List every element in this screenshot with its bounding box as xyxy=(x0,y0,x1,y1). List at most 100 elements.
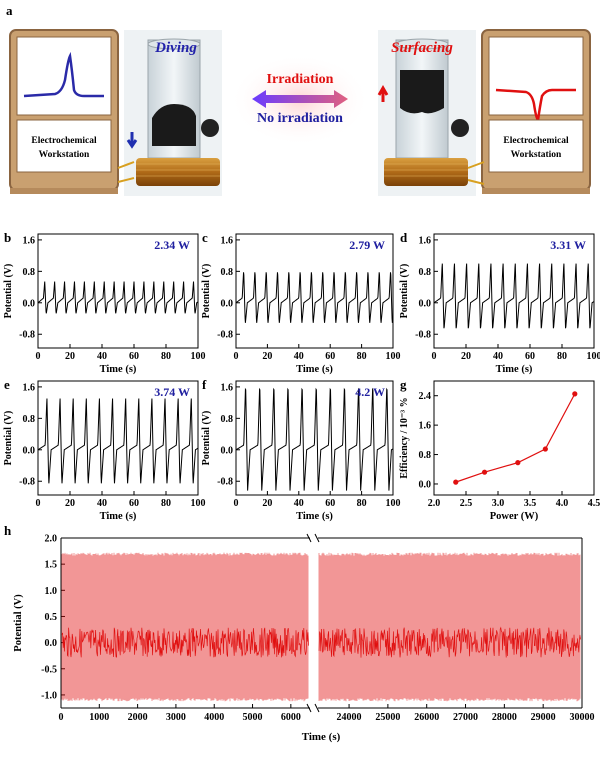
x-tick-label: 60 xyxy=(129,498,139,509)
potential-signal-envelope xyxy=(319,553,580,702)
no-irradiation-label: No irradiation xyxy=(257,111,343,126)
panel-letter: f xyxy=(202,377,207,392)
efficiency-point xyxy=(482,470,487,475)
x-tick-label: 80 xyxy=(557,351,567,362)
y-tick-label: 0.0 xyxy=(419,479,432,490)
x-tick-label: 60 xyxy=(525,351,535,362)
x-tick-label: 6000 xyxy=(281,712,301,723)
x-tick-label: 4.5 xyxy=(588,498,600,509)
power-label: 2.34 W xyxy=(154,238,190,252)
y-tick-label: 2.0 xyxy=(45,534,58,545)
efficiency-point xyxy=(453,480,458,485)
y-tick-label: -0.8 xyxy=(19,477,35,488)
potential-signal-envelope xyxy=(62,553,308,702)
y-tick-label: -0.8 xyxy=(19,330,35,341)
x-tick-label: 100 xyxy=(386,351,401,362)
y-axis-label: Potential (V) xyxy=(399,264,410,319)
x-tick-label: 40 xyxy=(97,351,107,362)
y-axis-label: Potential (V) xyxy=(201,264,212,319)
x-tick-label: 28000 xyxy=(492,712,517,723)
x-tick-label: 24000 xyxy=(337,712,362,723)
diving-label: Diving xyxy=(154,40,197,56)
axes-frame xyxy=(434,381,594,495)
panel-letter: b xyxy=(4,230,11,245)
y-axis-label: Potential (V) xyxy=(3,264,14,319)
left-workstation-label-1: Electrochemical xyxy=(31,136,97,146)
x-tick-label: 0 xyxy=(432,351,437,362)
right-workstation-illustration: Electrochemical Workstation xyxy=(482,30,590,194)
potential-series-line xyxy=(38,399,198,484)
x-tick-label: 4.0 xyxy=(556,498,569,509)
x-tick-label: 0 xyxy=(234,351,239,362)
x-tick-label: 100 xyxy=(587,351,600,362)
y-tick-label: 1.6 xyxy=(419,421,432,432)
x-tick-label: 1000 xyxy=(89,712,109,723)
x-tick-label: 100 xyxy=(191,351,206,362)
power-label: 4.2 W xyxy=(355,385,385,399)
x-tick-label: 4000 xyxy=(204,712,224,723)
y-tick-label: 1.6 xyxy=(221,382,234,393)
y-tick-label: 1.6 xyxy=(23,235,36,246)
charts-layer: 0 20 40 60 80 100 1.6 0.8 0.0 -0.8 Time (s) Potenti… xyxy=(3,230,600,743)
x-tick-label: 60 xyxy=(325,351,335,362)
y-tick-label: -0.8 xyxy=(217,477,233,488)
x-axis-label: Time (s) xyxy=(496,364,533,375)
y-tick-label: 0.0 xyxy=(45,638,58,649)
y-tick-label: 1.6 xyxy=(221,235,234,246)
x-tick-label: 5000 xyxy=(243,712,263,723)
irradiation-label: Irradiation xyxy=(267,72,334,87)
y-tick-label: -1.0 xyxy=(41,690,57,701)
potential-series-line xyxy=(236,389,393,490)
right-device-photo: Surfacing xyxy=(378,30,476,196)
y-tick-label: 0.8 xyxy=(23,414,36,425)
power-label: 3.31 W xyxy=(550,238,586,252)
panel-letter: h xyxy=(4,523,12,538)
y-tick-label: 0.8 xyxy=(23,267,36,278)
y-tick-label: -0.5 xyxy=(41,664,57,675)
x-tick-label: 27000 xyxy=(453,712,478,723)
x-axis-label: Time (s) xyxy=(302,731,341,743)
y-tick-label: 0.8 xyxy=(221,414,234,425)
y-tick-label: 0.0 xyxy=(23,445,36,456)
y-tick-label: 0.8 xyxy=(419,267,432,278)
left-workstation-label-2: Workstation xyxy=(39,150,90,160)
panel-letter: c xyxy=(202,230,208,245)
x-tick-label: 3000 xyxy=(166,712,186,723)
x-tick-label: 20 xyxy=(262,498,272,509)
y-tick-label: 1.5 xyxy=(45,560,58,571)
axis-break-bottom xyxy=(307,704,319,712)
panel-letter: g xyxy=(400,377,407,392)
x-tick-label: 60 xyxy=(129,351,139,362)
x-tick-label: 26000 xyxy=(414,712,439,723)
x-tick-label: 20 xyxy=(65,498,75,509)
x-axis-label: Time (s) xyxy=(100,511,137,522)
irradiation-arrow-group: Irradiation No irradiation xyxy=(230,54,370,146)
y-tick-label: -0.8 xyxy=(217,330,233,341)
y-tick-label: 0.0 xyxy=(221,298,234,309)
potential-series-line xyxy=(236,272,393,322)
potential-series-line xyxy=(38,282,198,314)
y-tick-label: -0.8 xyxy=(415,330,431,341)
power-label: 2.79 W xyxy=(349,238,385,252)
efficiency-point xyxy=(543,446,548,451)
x-tick-label: 80 xyxy=(357,498,367,509)
x-tick-label: 3.0 xyxy=(492,498,505,509)
y-tick-label: 0.0 xyxy=(23,298,36,309)
x-tick-label: 40 xyxy=(294,498,304,509)
potential-series-line xyxy=(434,264,594,329)
x-tick-label: 3.5 xyxy=(524,498,537,509)
y-tick-label: 0.0 xyxy=(221,445,234,456)
panel-a: a Electrochemical Workstation Diving xyxy=(6,3,590,196)
power-label: 3.74 W xyxy=(154,385,190,399)
y-tick-label: 1.6 xyxy=(419,235,432,246)
efficiency-point xyxy=(515,460,520,465)
x-tick-label: 0 xyxy=(59,712,64,723)
panel-letter-a: a xyxy=(6,3,13,18)
